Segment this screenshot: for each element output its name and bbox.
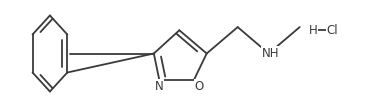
Text: O: O	[195, 80, 204, 93]
Text: NH: NH	[262, 47, 279, 60]
Text: H: H	[309, 24, 318, 37]
Text: N: N	[155, 80, 164, 93]
Text: Cl: Cl	[327, 24, 338, 37]
